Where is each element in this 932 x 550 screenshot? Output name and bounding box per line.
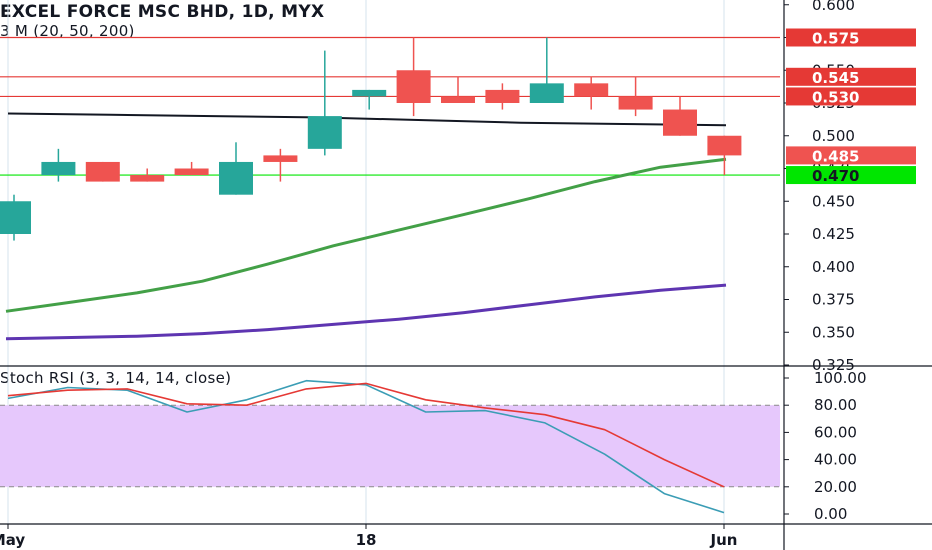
- candle-body: [0, 201, 31, 234]
- price-level-badge-bg: [786, 67, 916, 86]
- price-level-badge-label: 0.545: [812, 69, 859, 87]
- time-axis-label: 18: [356, 531, 377, 549]
- moving-average-200: [5, 283, 727, 341]
- time-axis-label: May: [0, 531, 25, 549]
- candle-body: [707, 135, 742, 156]
- candle-body: [307, 116, 342, 149]
- stoch-axis-label: 100.00: [814, 369, 867, 387]
- price-axis-label: 0.450: [812, 192, 855, 210]
- price-level-badge: 0.575: [786, 28, 916, 48]
- price-level-badge-bg: [786, 28, 916, 47]
- candle-body: [663, 109, 697, 136]
- stoch-axis-label: 40.00: [814, 451, 857, 469]
- candle: [441, 76, 475, 103]
- stoch-line-k: [7, 379, 725, 514]
- candle: [307, 50, 342, 156]
- candle-body: [130, 175, 165, 182]
- candle: [219, 142, 253, 195]
- candle-body: [219, 161, 253, 195]
- candle-body: [174, 168, 209, 176]
- candle: [663, 96, 697, 136]
- stoch-rsi-title: Stoch RSI (3, 3, 14, 14, close): [0, 369, 232, 387]
- candle: [85, 161, 120, 182]
- price-axis-label: 0.350: [812, 323, 855, 341]
- candle-body: [441, 96, 475, 103]
- price-level-badge-label: 0.485: [812, 147, 859, 165]
- price-level-badge: 0.470: [786, 166, 916, 185]
- price-level-badge: 0.545: [786, 67, 916, 87]
- candle: [174, 161, 209, 176]
- price-level-badge-bg: [786, 166, 916, 185]
- candle: [41, 148, 76, 182]
- candle-body: [263, 155, 298, 162]
- moving-average-legend: 3 M (20, 50, 200): [0, 22, 135, 40]
- stoch-axis-label: 60.00: [814, 423, 857, 441]
- candle: [263, 148, 298, 182]
- candle: [396, 37, 431, 117]
- candle-body: [485, 89, 520, 103]
- stoch-overbought-oversold-band: [0, 405, 780, 487]
- candle: [0, 194, 31, 241]
- candle-body: [85, 161, 120, 182]
- stoch-axis-label: 0.00: [814, 505, 847, 523]
- price-axis-label: 0.500: [812, 127, 855, 145]
- candle: [529, 37, 564, 103]
- moving-average-20: [7, 112, 727, 127]
- price-axis-label: 0.375: [812, 291, 855, 309]
- price-level-badge: 0.485: [786, 146, 916, 165]
- price-level-badge-label: 0.575: [812, 30, 859, 48]
- candle-body: [618, 96, 653, 110]
- candle: [707, 135, 742, 176]
- price-level-badge-label: 0.470: [812, 167, 859, 185]
- stoch-line-d: [7, 382, 725, 488]
- price-level-badge: 0.530: [786, 87, 916, 106]
- price-axis-label: 0.425: [812, 225, 855, 243]
- stoch-axis-label: 20.00: [814, 478, 857, 496]
- candle-body: [41, 161, 76, 176]
- candle: [618, 76, 653, 117]
- candle-body: [574, 83, 609, 97]
- candle: [574, 76, 609, 110]
- chart-title: EXCEL FORCE MSC BHD, 1D, MYX: [0, 2, 325, 22]
- candle: [485, 83, 520, 110]
- price-level-badge-bg: [786, 87, 916, 106]
- candle-body: [529, 83, 564, 103]
- stoch-axis-label: 80.00: [814, 396, 857, 414]
- candle-body: [352, 89, 387, 97]
- price-axis-label: 0.600: [812, 0, 855, 14]
- candle: [130, 168, 165, 182]
- candle: [352, 89, 387, 110]
- price-level-badge-bg: [786, 146, 916, 165]
- time-axis-label: Jun: [710, 531, 738, 549]
- price-axis-label: 0.325: [812, 356, 855, 374]
- price-level-badge-label: 0.530: [812, 88, 859, 106]
- price-axis-label: 0.400: [812, 258, 855, 276]
- moving-average-50: [5, 157, 727, 313]
- candle-body: [396, 70, 431, 103]
